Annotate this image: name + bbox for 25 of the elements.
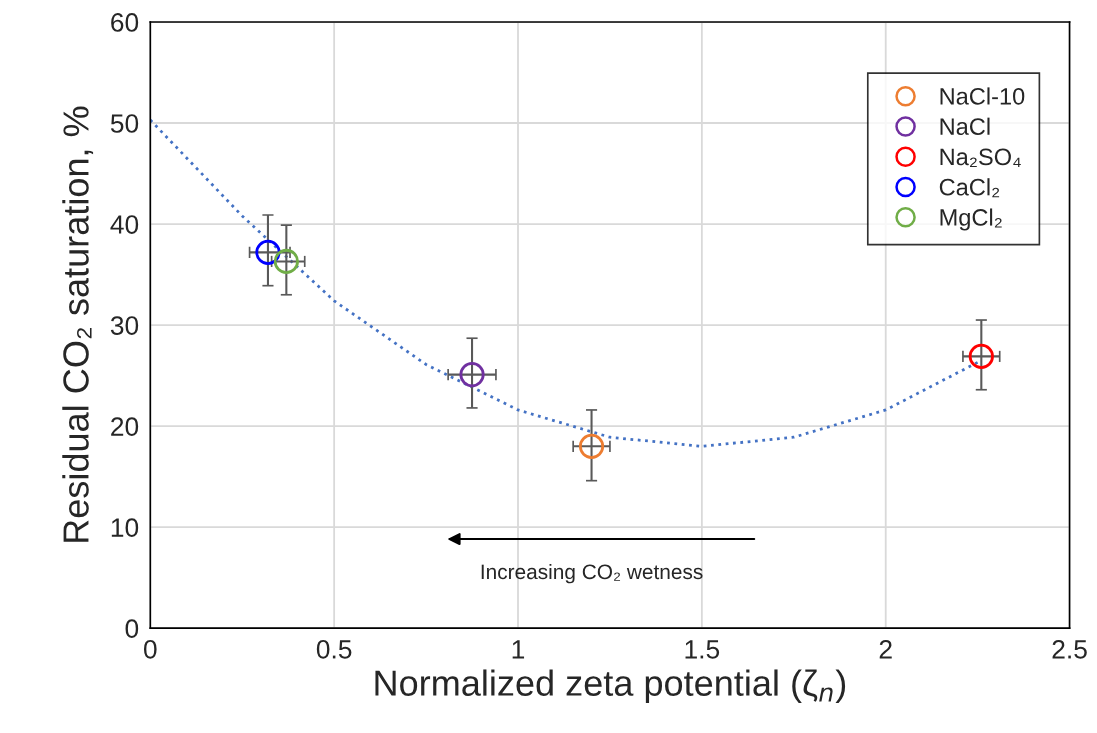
legend-label: NaCl <box>940 117 990 135</box>
legend-label: Na₂SO₄ <box>940 148 1021 168</box>
y-tick-label: 60 <box>111 13 139 32</box>
y-tick-label: 50 <box>110 114 139 133</box>
point <box>578 433 605 459</box>
y-tick-label: 10 <box>111 518 139 537</box>
legend-label: MgCl₂ <box>940 208 1002 231</box>
point <box>968 343 994 369</box>
y-tick-label: 30 <box>110 316 139 335</box>
y-tick-label: 0 <box>125 619 139 638</box>
point <box>459 362 485 388</box>
point <box>273 248 299 275</box>
y-axis-title: Residual CO₂ saturation, % <box>62 106 94 542</box>
y-tick-label: 20 <box>111 417 139 436</box>
legend-label: CaCl₂ <box>939 178 1000 198</box>
annotation: Increasing CO₂ wetness <box>481 563 703 584</box>
x-tick-label: 0.5 <box>316 639 352 659</box>
x-axis-title: Normalized zeta potential (ζ$_{n}$) <box>375 669 846 704</box>
x-tick-label: 1.5 <box>685 640 720 659</box>
y-tick-label: 40 <box>110 215 139 234</box>
x-tick-label: 1 <box>512 640 525 659</box>
x-tick-label: 2.5 <box>1052 639 1087 659</box>
x-tick-label: 2 <box>879 639 892 659</box>
legend-label: NaCl-10 <box>940 87 1025 105</box>
x-tick-label: 0 <box>143 639 157 659</box>
